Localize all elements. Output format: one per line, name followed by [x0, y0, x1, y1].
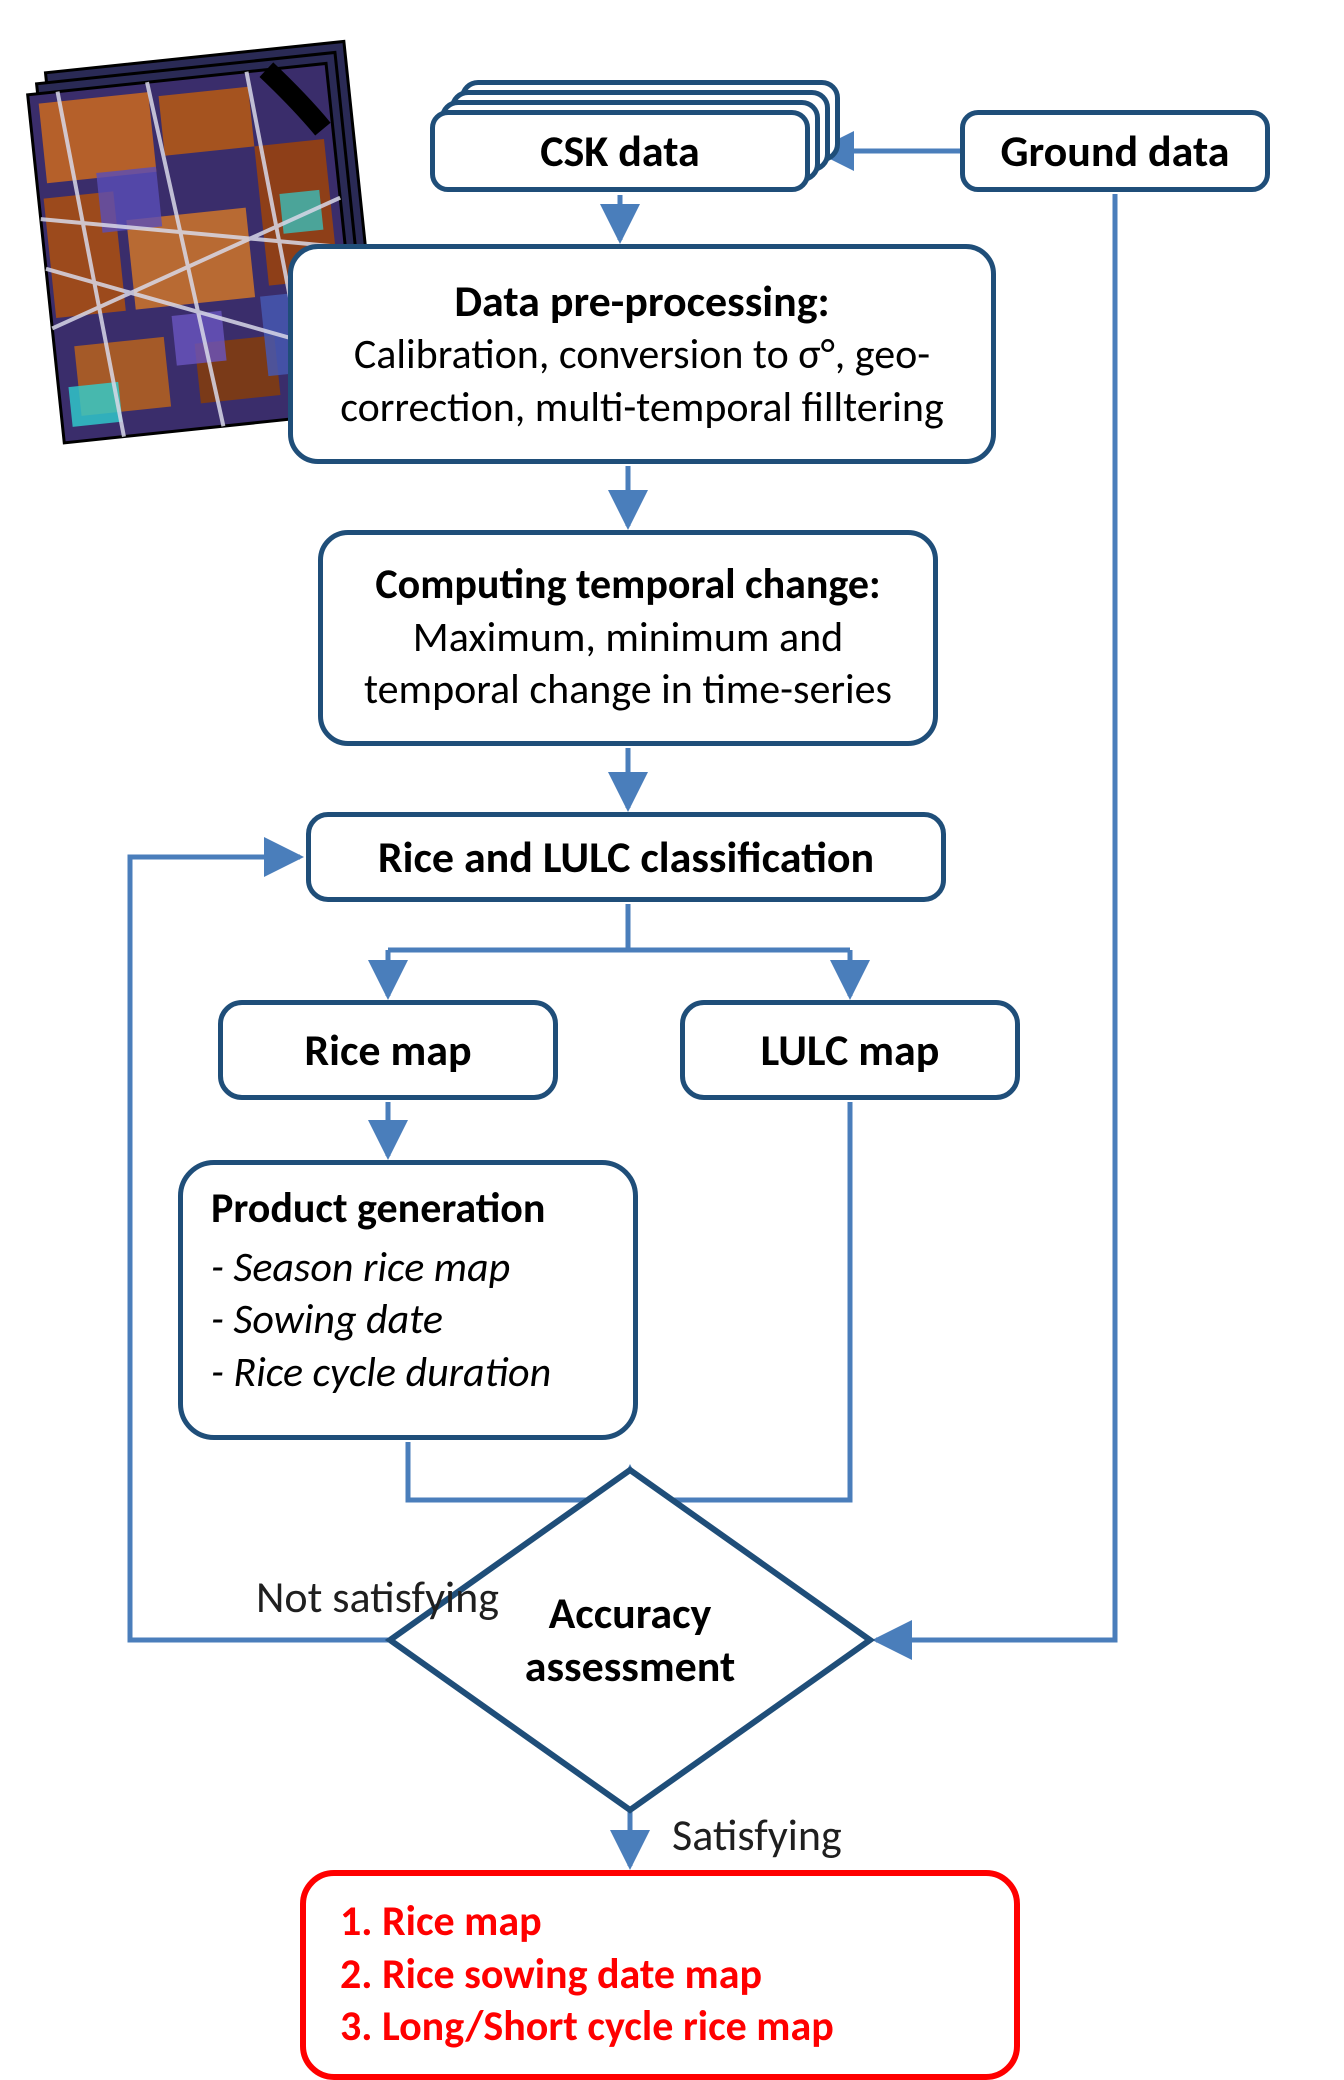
product-generation-title: Product generation — [211, 1183, 545, 1236]
product-generation-item-1: - Season rice map — [211, 1242, 510, 1295]
csk-data-node: CSK data — [430, 110, 810, 192]
preprocessing-title: Data pre-processing: — [454, 274, 829, 329]
temporal-change-node: Computing temporal change: Maximum, mini… — [318, 530, 938, 746]
classification-node: Rice and LULC classification — [306, 812, 946, 902]
accuracy-assessment-label: Accuracy assessment — [470, 1587, 790, 1693]
output-item-1: 1. Rice map — [340, 1896, 542, 1949]
ground-data-label: Ground data — [1000, 124, 1229, 179]
temporal-change-body: Maximum, minimum and temporal change in … — [349, 612, 907, 717]
edge-label-satisfying: Satisfying — [672, 1808, 842, 1862]
csk-data-label: CSK data — [540, 124, 700, 179]
lulc-map-label: LULC map — [761, 1023, 940, 1078]
output-item-2: 2. Rice sowing date map — [340, 1949, 762, 2002]
rice-map-label: Rice map — [304, 1023, 471, 1078]
edge-label-not-satisfying: Not satisfying — [256, 1570, 499, 1624]
classification-label: Rice and LULC classification — [378, 830, 874, 885]
ground-data-node: Ground data — [960, 110, 1270, 192]
output-node: 1. Rice map 2. Rice sowing date map 3. L… — [300, 1870, 1020, 2080]
temporal-change-title: Computing temporal change: — [375, 559, 880, 612]
lulc-map-node: LULC map — [680, 1000, 1020, 1100]
preprocessing-body: Calibration, conversion to σ°, geo-corre… — [323, 329, 961, 434]
rice-map-node: Rice map — [218, 1000, 558, 1100]
accuracy-assessment-label-box: Accuracy assessment — [470, 1568, 790, 1712]
product-generation-node: Product generation - Season rice map - S… — [178, 1160, 638, 1440]
preprocessing-node: Data pre-processing: Calibration, conver… — [288, 244, 996, 464]
output-item-3: 3. Long/Short cycle rice map — [340, 2001, 834, 2054]
product-generation-item-3: - Rice cycle duration — [211, 1347, 551, 1400]
product-generation-item-2: - Sowing date — [211, 1294, 443, 1347]
